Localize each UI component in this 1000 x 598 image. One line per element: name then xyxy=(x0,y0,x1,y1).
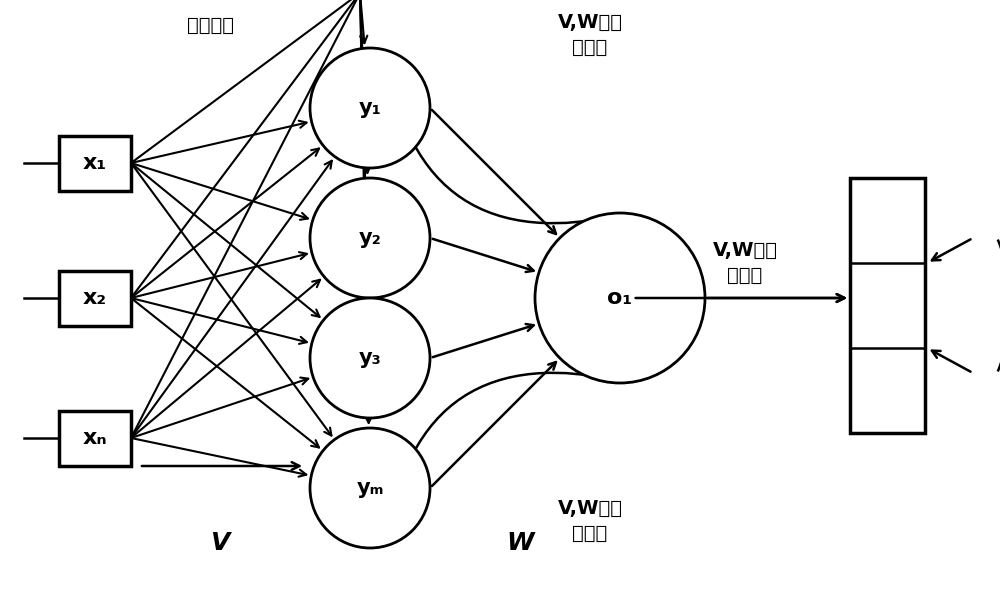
Bar xyxy=(59,410,131,465)
Text: x₁: x₁ xyxy=(83,153,107,173)
Text: V,W权値
变化率: V,W权値 变化率 xyxy=(558,499,622,543)
Text: o₁: o₁ xyxy=(607,288,633,308)
FancyArrowPatch shape xyxy=(383,373,627,542)
Text: y₁: y₁ xyxy=(359,98,381,118)
Text: 权値调整: 权値调整 xyxy=(186,16,234,35)
Bar xyxy=(850,178,925,433)
Circle shape xyxy=(310,298,430,418)
Text: V: V xyxy=(210,531,230,555)
Circle shape xyxy=(310,428,430,548)
Circle shape xyxy=(310,178,430,298)
Text: xₙ: xₙ xyxy=(83,428,107,448)
Circle shape xyxy=(535,213,705,383)
Text: y₂: y₂ xyxy=(359,228,381,248)
Text: V,W权値
变化率: V,W权値 变化率 xyxy=(712,241,778,285)
Text: yₘ: yₘ xyxy=(356,478,384,498)
Circle shape xyxy=(310,48,430,168)
Bar xyxy=(59,270,131,325)
Bar xyxy=(59,136,131,191)
Text: W: W xyxy=(506,531,534,555)
Text: y₃: y₃ xyxy=(359,348,381,368)
Text: x₂: x₂ xyxy=(83,288,107,308)
Text: V,W权値
变化率: V,W权値 变化率 xyxy=(558,13,622,57)
FancyArrowPatch shape xyxy=(383,53,627,223)
